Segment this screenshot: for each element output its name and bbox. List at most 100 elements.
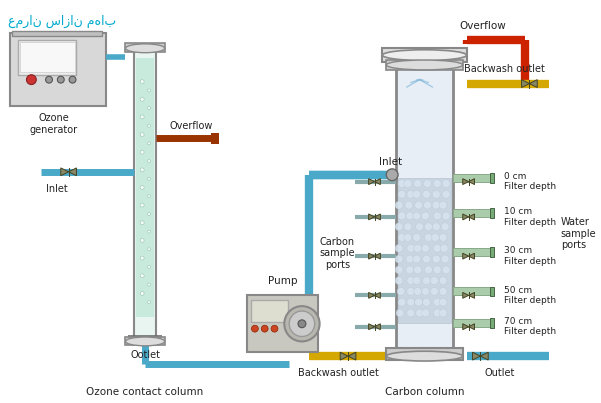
Circle shape [415,201,423,209]
Bar [247,295,318,352]
Bar [386,348,463,360]
Bar [490,173,494,183]
Bar [10,33,106,106]
Circle shape [432,255,440,263]
Circle shape [430,287,438,295]
Circle shape [441,255,449,263]
Polygon shape [368,253,374,259]
Circle shape [398,234,406,241]
Circle shape [421,244,429,252]
Circle shape [423,255,430,263]
Circle shape [413,255,421,263]
Polygon shape [463,253,469,259]
Ellipse shape [126,337,165,346]
Circle shape [413,266,421,274]
Bar [382,48,466,62]
Circle shape [398,191,406,198]
Circle shape [404,234,412,241]
Polygon shape [469,253,475,259]
Circle shape [430,277,438,285]
Text: Carbon column: Carbon column [385,388,464,397]
Circle shape [397,287,405,295]
Circle shape [433,244,441,252]
Circle shape [433,266,441,274]
Bar [490,247,494,257]
Circle shape [421,287,429,295]
Circle shape [395,201,403,209]
Polygon shape [480,352,488,360]
Circle shape [413,287,421,295]
Ellipse shape [382,50,466,60]
Circle shape [424,223,432,231]
Circle shape [442,191,450,198]
Circle shape [148,301,150,304]
Circle shape [386,169,398,181]
Circle shape [140,80,144,83]
Polygon shape [368,324,374,330]
Circle shape [407,191,415,198]
Circle shape [439,234,447,241]
Bar [453,287,490,295]
Bar [490,208,494,218]
Polygon shape [340,352,348,360]
Circle shape [140,239,144,242]
Circle shape [441,223,449,231]
Circle shape [46,76,52,83]
Polygon shape [469,179,475,185]
Circle shape [69,76,76,83]
Circle shape [148,124,150,127]
Bar [17,40,76,75]
Text: Ozone
generator: Ozone generator [30,113,78,135]
Bar [211,133,219,144]
Circle shape [140,133,144,137]
Bar [134,50,156,339]
Circle shape [140,185,144,189]
Circle shape [407,244,415,252]
Circle shape [433,298,441,306]
Circle shape [140,291,144,295]
Circle shape [413,244,421,252]
Circle shape [395,255,403,263]
Text: Water
sample
ports: Water sample ports [561,217,596,250]
Circle shape [413,180,421,187]
Circle shape [148,107,150,110]
Circle shape [439,277,447,285]
Circle shape [148,177,150,180]
Polygon shape [529,80,537,87]
Polygon shape [374,324,380,330]
Circle shape [439,201,447,209]
Bar [453,319,490,327]
Circle shape [398,212,406,220]
Circle shape [432,223,440,231]
Circle shape [148,212,150,216]
Text: Outlet: Outlet [485,368,515,378]
Circle shape [148,195,150,198]
Circle shape [26,75,36,85]
Circle shape [442,180,450,187]
Text: Carbon
sample
ports: Carbon sample ports [320,237,355,270]
Text: Overflow: Overflow [169,120,213,131]
Circle shape [407,298,415,306]
Circle shape [284,306,320,341]
Circle shape [421,309,429,317]
Text: Overflow: Overflow [459,21,505,31]
Text: Backwash outlet: Backwash outlet [465,64,545,74]
Bar [396,60,453,354]
Circle shape [140,274,144,278]
Bar [386,60,463,70]
Polygon shape [69,168,76,176]
Circle shape [423,298,430,306]
Circle shape [396,309,404,317]
Text: 30 cm
Filter depth: 30 cm Filter depth [504,246,556,266]
Circle shape [432,201,440,209]
Polygon shape [374,214,380,220]
Polygon shape [472,352,480,360]
Circle shape [433,212,441,220]
Circle shape [148,160,150,162]
Circle shape [406,266,413,274]
Circle shape [424,234,432,241]
Circle shape [140,256,144,260]
Polygon shape [469,324,475,330]
Circle shape [407,277,415,285]
Polygon shape [348,352,356,360]
